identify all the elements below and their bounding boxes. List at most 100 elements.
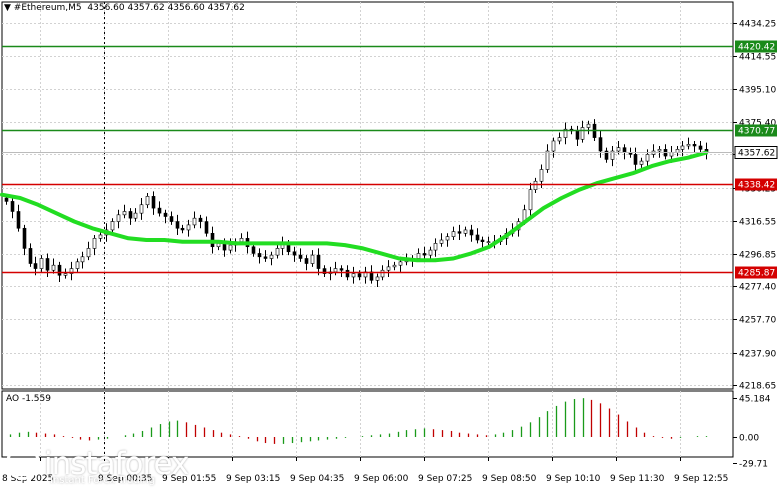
candle-body	[186, 224, 191, 231]
candle-body	[116, 214, 121, 222]
level-price-label: 4338.42	[738, 181, 775, 191]
candle-body	[310, 254, 315, 264]
candle-body	[204, 221, 209, 234]
level-price-tag	[735, 40, 777, 53]
current-price-tag	[734, 146, 778, 159]
ao-tick-label: -29.71	[739, 460, 768, 470]
candle-body	[639, 160, 644, 165]
candle-body	[175, 221, 180, 229]
instaforex-logo-icon	[6, 446, 40, 480]
level-price-tag	[735, 124, 777, 137]
candle-body	[298, 254, 303, 259]
time-tick-label: 9 Sep 00:35	[98, 474, 152, 484]
candle-body	[333, 268, 338, 273]
candle-body	[239, 238, 244, 242]
candle-body	[457, 231, 462, 234]
candle-body	[645, 154, 650, 162]
time-tick-label: 9 Sep 04:35	[290, 474, 344, 484]
time-tick-label: 9 Sep 07:25	[418, 474, 472, 484]
candle-body	[128, 211, 133, 219]
symbol-header: ▼ #Ethereum,M5 4356.60 4357.62 4356.60 4…	[4, 3, 245, 13]
candle-body	[86, 248, 91, 258]
candle-body	[251, 246, 256, 254]
dropdown-arrow-icon[interactable]: ▼	[4, 3, 14, 13]
candle-body	[263, 256, 268, 259]
candle-body	[45, 258, 50, 271]
indicator-title: AO -1.559	[6, 394, 51, 404]
candle-body	[604, 150, 609, 160]
candle-body	[180, 227, 185, 231]
candle-body	[345, 269, 350, 278]
symbol-name: #Ethereum,M5	[13, 3, 82, 13]
candle-body	[698, 145, 703, 150]
candle-body	[380, 269, 385, 278]
candle-body	[392, 264, 397, 268]
ao-tick-label: 0.00	[739, 434, 759, 444]
candle-body	[133, 212, 138, 219]
candle-body	[322, 268, 327, 274]
candle-body	[145, 196, 150, 206]
candle-body	[445, 236, 450, 241]
candle-body	[198, 217, 203, 222]
level-price-label: 4285.87	[738, 269, 775, 279]
candle-body	[422, 253, 427, 256]
level-price-label: 4420.42	[738, 43, 775, 53]
candle-body	[275, 248, 280, 256]
candle-body	[10, 201, 15, 212]
candle-body	[269, 254, 274, 259]
candle-body	[398, 261, 403, 266]
candle-body	[533, 180, 538, 190]
candle-body	[110, 221, 115, 231]
candle-body	[539, 169, 544, 182]
candle-body	[428, 249, 433, 256]
watermark-tagline: Instant Forex Trading	[50, 475, 156, 486]
candle-body	[28, 248, 33, 264]
price-tick-label: 4375.40	[739, 119, 776, 129]
candle-body	[57, 264, 62, 276]
candle-body	[222, 243, 227, 251]
candle-body	[622, 147, 627, 154]
candle-body	[680, 145, 685, 150]
candle-body	[69, 268, 74, 274]
candle-body	[257, 253, 262, 258]
current-price-label: 4357.62	[738, 149, 775, 159]
price-tick-label: 4237.90	[739, 350, 776, 360]
watermark-logo: instaforex Instant Forex Trading	[0, 442, 189, 489]
candle-body	[75, 261, 80, 269]
watermark-brand: instaforex	[44, 446, 189, 482]
candle-body	[216, 243, 221, 248]
candle-body	[22, 227, 27, 249]
candle-body	[163, 212, 168, 217]
price-tick-label: 4277.40	[739, 283, 776, 293]
level-price-tag	[735, 266, 777, 279]
candle-body	[439, 239, 444, 244]
price-tick-label: 4434.25	[739, 20, 776, 30]
candle-body	[51, 264, 56, 271]
candle-body	[351, 273, 356, 278]
moving-average-line	[0, 150, 708, 263]
candle-body	[33, 263, 38, 269]
candle-body	[151, 196, 156, 209]
candle-body	[292, 251, 297, 256]
candle-body	[122, 211, 127, 216]
candle-body	[669, 152, 674, 157]
candle-body	[98, 234, 103, 239]
candle-body	[575, 130, 580, 140]
candle-body	[686, 144, 691, 147]
candle-body	[39, 258, 44, 269]
price-tick-label: 4414.55	[739, 53, 776, 63]
candle-body	[692, 144, 697, 147]
candle-body	[580, 127, 585, 140]
candle-body	[304, 258, 309, 264]
candle-body	[228, 244, 233, 251]
candle-body	[4, 197, 9, 202]
ohlc-values: 4356.60 4357.62 4356.60 4357.62	[87, 3, 245, 13]
candle-body	[463, 229, 468, 234]
candle-body	[339, 268, 344, 271]
candle-body	[92, 238, 97, 249]
price-tick-label: 4395.10	[739, 86, 776, 96]
candle-body	[433, 243, 438, 251]
candle-body	[480, 239, 485, 242]
candle-body	[633, 154, 638, 165]
